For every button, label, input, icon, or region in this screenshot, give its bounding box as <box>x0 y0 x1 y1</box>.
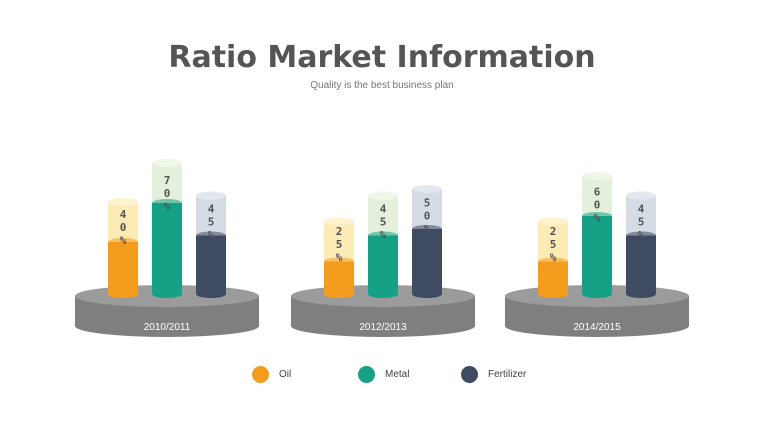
legend-swatch-fertilizer <box>461 366 478 383</box>
bar-fill-cap <box>368 231 398 240</box>
bar-glass <box>108 202 138 242</box>
bar-fill-cap <box>582 212 612 220</box>
bar-fill <box>412 229 442 294</box>
legend-item-metal: Metal <box>358 366 409 383</box>
data-label: 4 5% <box>380 202 387 241</box>
bar-glass-cap <box>412 185 442 193</box>
bar-fertilizer: 4 5% <box>626 191 656 298</box>
bar-glass-cap <box>582 172 612 180</box>
bar-fill <box>324 261 354 294</box>
bar-glass <box>152 163 182 203</box>
bar-glass <box>324 221 354 262</box>
bar-fill-cap <box>196 231 226 240</box>
data-label: 5 0% <box>424 197 431 236</box>
legend-label-oil: Oil <box>279 369 292 380</box>
chart-legend: Oil Metal Fertilizer <box>0 366 764 386</box>
bar-fill <box>196 235 226 294</box>
bar-fill-cap <box>412 225 442 233</box>
category-label: 2014/2015 <box>573 322 621 333</box>
bar-fill-bottom <box>324 290 354 298</box>
bar-metal: 7 0% <box>152 159 182 298</box>
bar-fill-bottom <box>152 290 182 298</box>
bar-glass-cap <box>626 191 656 200</box>
bar-fertilizer: 5 0% <box>412 185 442 298</box>
data-label: 6 0% <box>594 185 601 224</box>
bar-fill <box>626 235 656 294</box>
bar-fill <box>582 216 612 294</box>
platform-bottom <box>75 315 259 337</box>
bar-fill-cap <box>626 231 656 240</box>
category-label: 2012/2013 <box>359 322 407 333</box>
bar-fill-cap <box>324 257 354 266</box>
bar-oil: 2 5% <box>324 217 354 298</box>
data-label: 4 0% <box>120 208 127 247</box>
chart-title: Ratio Market Information <box>168 40 596 75</box>
bar-fill-bottom <box>582 290 612 298</box>
bar-glass <box>582 176 612 216</box>
bar-glass <box>368 195 398 236</box>
bar-glass-cap <box>368 191 398 200</box>
bar-metal: 6 0% <box>582 172 612 298</box>
bar-fill-bottom <box>538 290 568 298</box>
data-label: 4 5% <box>638 202 645 241</box>
chart-subtitle: Quality is the best business plan <box>310 80 454 91</box>
bar-oil: 4 0% <box>108 198 138 298</box>
category-label: 2010/2011 <box>144 322 191 333</box>
bar-fill-bottom <box>196 290 226 298</box>
bar-fill-bottom <box>368 290 398 298</box>
data-label: 2 5% <box>550 225 557 264</box>
legend-swatch-metal <box>358 366 375 383</box>
bar-fill <box>368 235 398 294</box>
bar-fill-bottom <box>108 290 138 298</box>
bar-fill <box>152 203 182 294</box>
data-label: 4 5% <box>208 202 215 241</box>
platform-bottom <box>291 315 475 337</box>
bar-glass <box>412 189 442 229</box>
bar-glass <box>196 195 226 236</box>
bar-metal: 4 5% <box>368 191 398 298</box>
legend-label-metal: Metal <box>385 369 410 380</box>
bar-glass <box>538 221 568 262</box>
platform-bottom <box>505 315 689 337</box>
legend-label-fertilizer: Fertilizer <box>488 369 527 380</box>
bar-fill-bottom <box>412 290 442 298</box>
bar-fill-cap <box>152 199 182 207</box>
bar-glass-cap <box>152 159 182 167</box>
legend-swatch-oil <box>252 366 269 383</box>
bar-glass-cap <box>196 191 226 200</box>
chart-group-2: 2012/2013 2 5 % 4 5 % 5 0% <box>291 185 475 337</box>
legend-item-fertilizer: Fertilizer <box>461 366 526 383</box>
bar-fill <box>108 242 138 294</box>
bar-fertilizer: 4 5% <box>196 191 226 298</box>
legend-item-oil: Oil <box>252 366 291 383</box>
bar-oil: 2 5% <box>538 217 568 298</box>
chart-group-3: 2014/2015 2 5 % 6 0 % 4 5% <box>505 172 689 337</box>
bar-glass-cap <box>108 198 138 206</box>
bar-fill-bottom <box>626 290 656 298</box>
bar-fill <box>538 261 568 294</box>
bar-fill-cap <box>108 238 138 246</box>
bar-glass-cap <box>538 217 568 226</box>
data-label: 7 0% <box>164 174 171 213</box>
bar-glass <box>626 195 656 236</box>
chart-group-1: 2010/2011 4 0 % 7 0% 4 5% <box>75 159 259 337</box>
bar-glass-cap <box>324 217 354 226</box>
data-label: 2 5% <box>336 225 343 264</box>
bar-fill-cap <box>538 257 568 266</box>
